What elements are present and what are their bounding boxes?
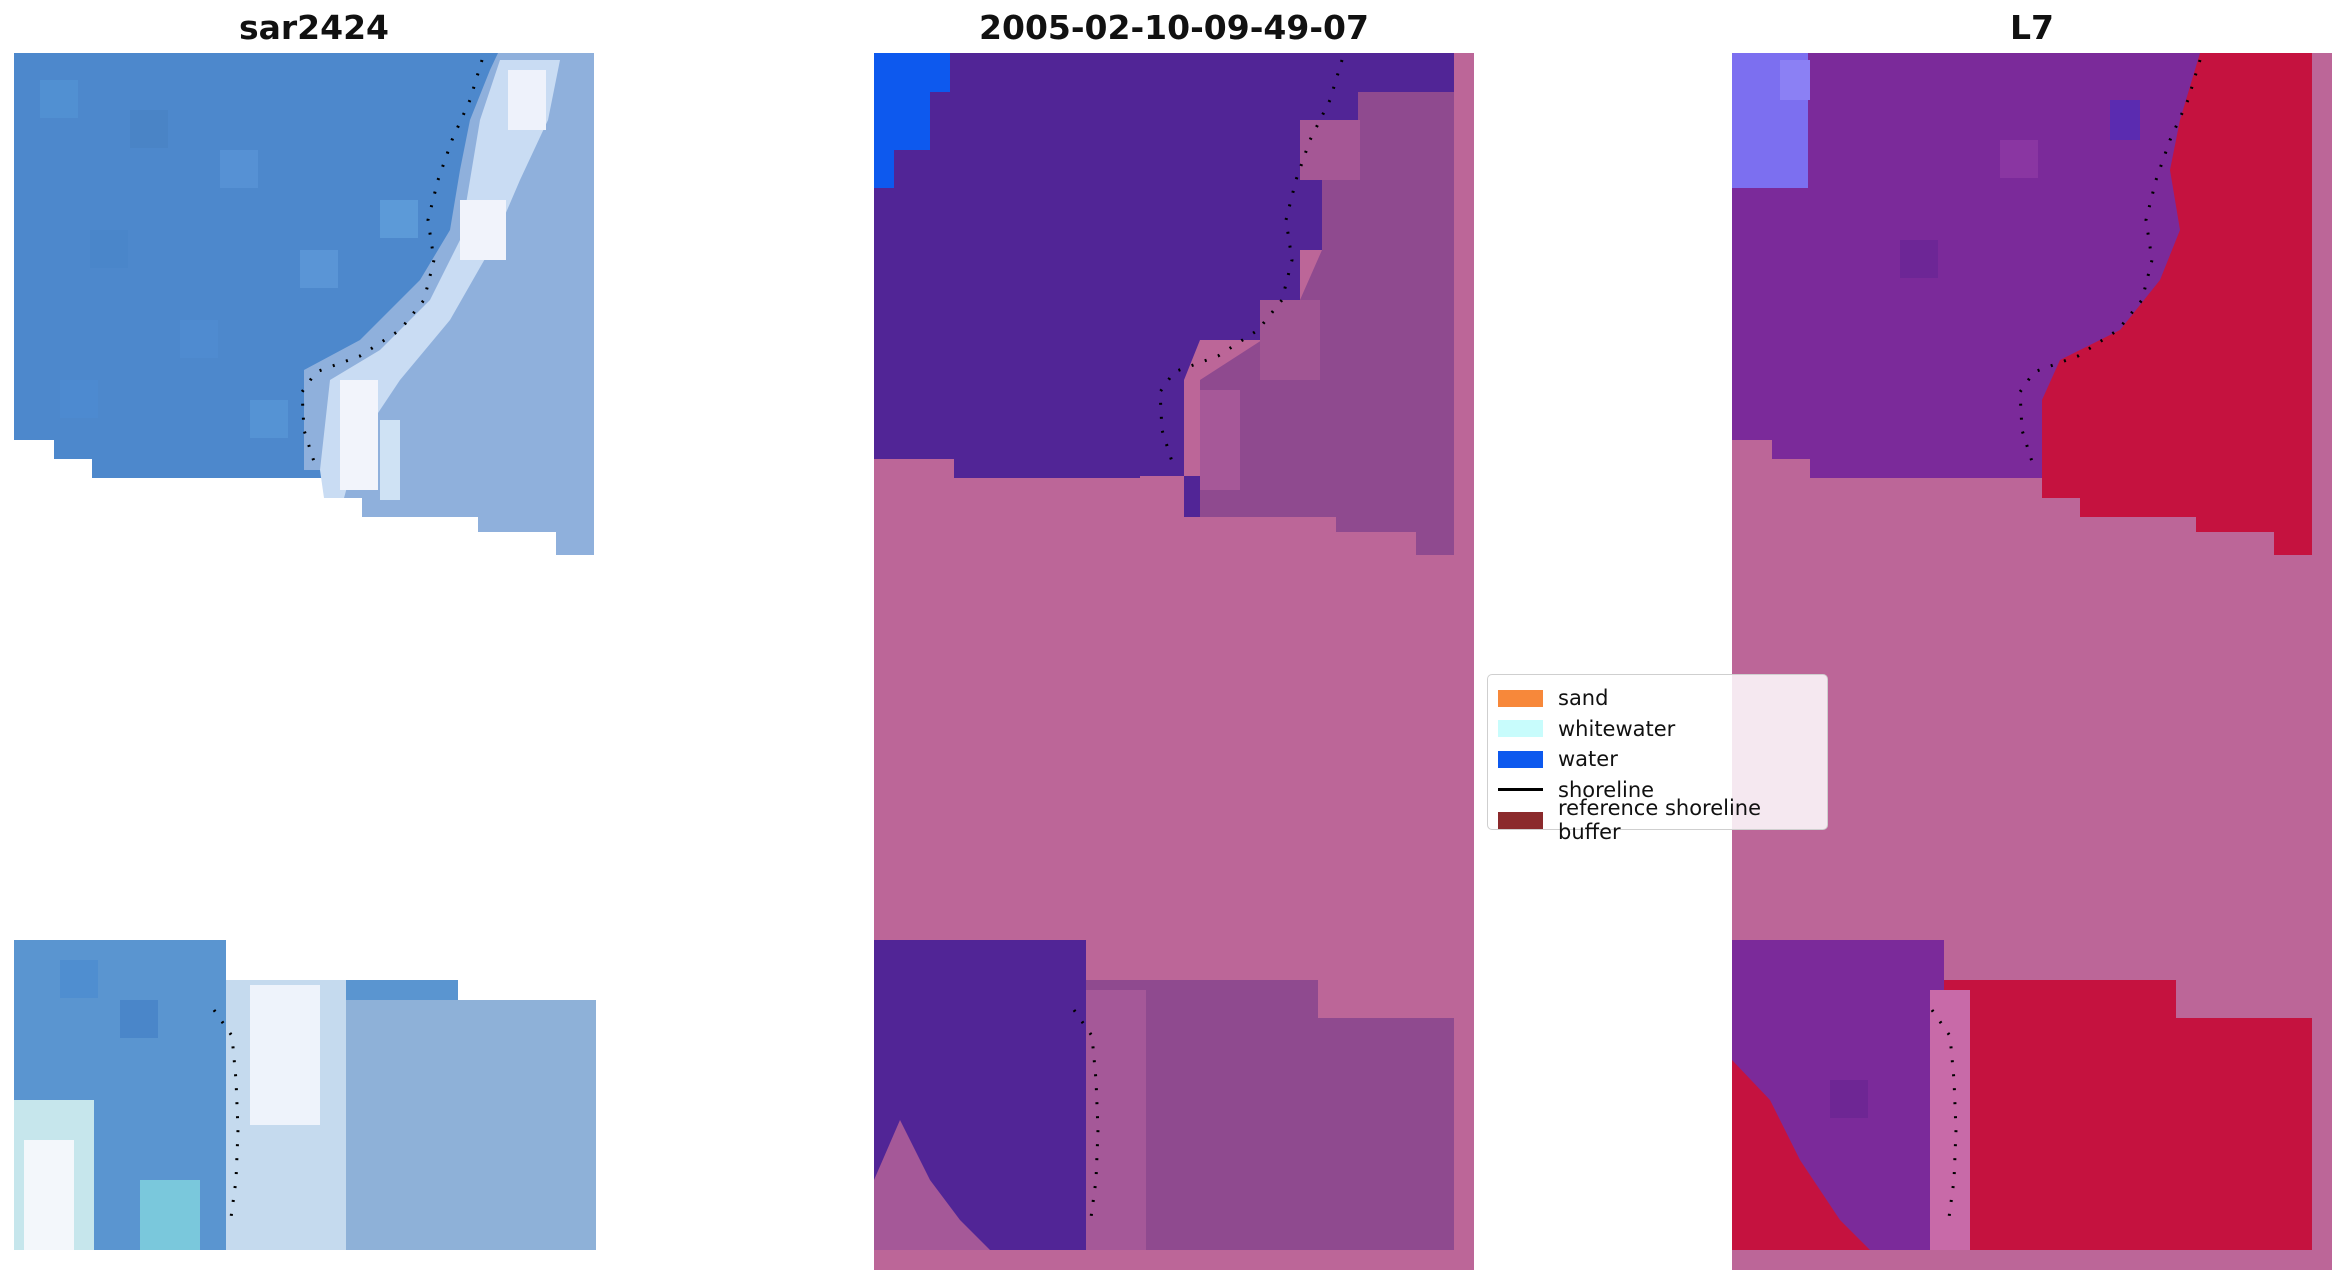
classification-top xyxy=(874,53,1454,555)
legend-swatch-sand xyxy=(1498,689,1543,707)
legend-item-water: water xyxy=(1498,744,1817,775)
index-bottom xyxy=(1732,940,2312,1250)
legend-item-shoreline: shoreline xyxy=(1498,775,1817,806)
panel-title-index: L7 xyxy=(2010,8,2054,47)
legend-item-sand: sand xyxy=(1498,683,1817,714)
legend-item-whitewater: whitewater xyxy=(1498,714,1817,745)
legend-swatch-whitewater xyxy=(1498,720,1543,738)
legend-label-shoreline: shoreline xyxy=(1558,777,1655,802)
legend-line-shoreline xyxy=(1498,788,1543,792)
rgb-image-top xyxy=(14,53,594,555)
rgb-image-bottom xyxy=(14,940,596,1250)
index-top xyxy=(1732,53,2312,555)
panel-title-rgb: sar2424 xyxy=(238,8,390,47)
legend-swatch-water xyxy=(1498,750,1543,768)
legend-label-water: water xyxy=(1558,747,1618,772)
legend-label-reference-buffer: reference shoreline buffer xyxy=(1558,796,1762,845)
classification-bottom xyxy=(874,940,1454,1250)
legend-swatch-reference-buffer xyxy=(1498,811,1543,829)
legend-item-reference-buffer: reference shoreline buffer xyxy=(1498,796,1817,844)
legend-label-sand: sand xyxy=(1558,686,1609,711)
legend: sand whitewater water shoreline referenc… xyxy=(1487,674,1828,844)
panel-title-classification: 2005-02-10-09-49-07 xyxy=(979,8,1369,47)
legend-label-whitewater: whitewater xyxy=(1558,716,1676,741)
